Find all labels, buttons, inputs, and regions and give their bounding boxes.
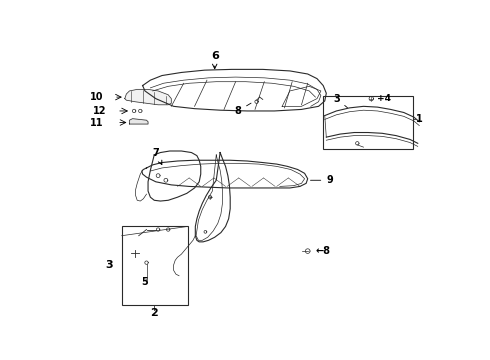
Bar	[122, 226, 188, 305]
Text: 6: 6	[211, 50, 219, 69]
Text: 1: 1	[416, 114, 423, 123]
Text: 3: 3	[105, 260, 113, 270]
Polygon shape	[125, 89, 172, 105]
Text: 7: 7	[152, 148, 162, 165]
Bar	[323, 95, 413, 149]
Text: 2: 2	[150, 308, 158, 318]
Text: 10: 10	[90, 92, 104, 102]
Text: +4: +4	[377, 94, 391, 103]
Text: 3: 3	[333, 94, 347, 108]
Text: 5: 5	[142, 277, 148, 287]
Polygon shape	[129, 119, 148, 124]
Text: ←8: ←8	[316, 246, 330, 256]
Text: 12: 12	[93, 106, 106, 116]
Text: 8: 8	[235, 103, 251, 116]
Text: 11: 11	[90, 117, 104, 127]
Text: 9: 9	[311, 175, 333, 185]
